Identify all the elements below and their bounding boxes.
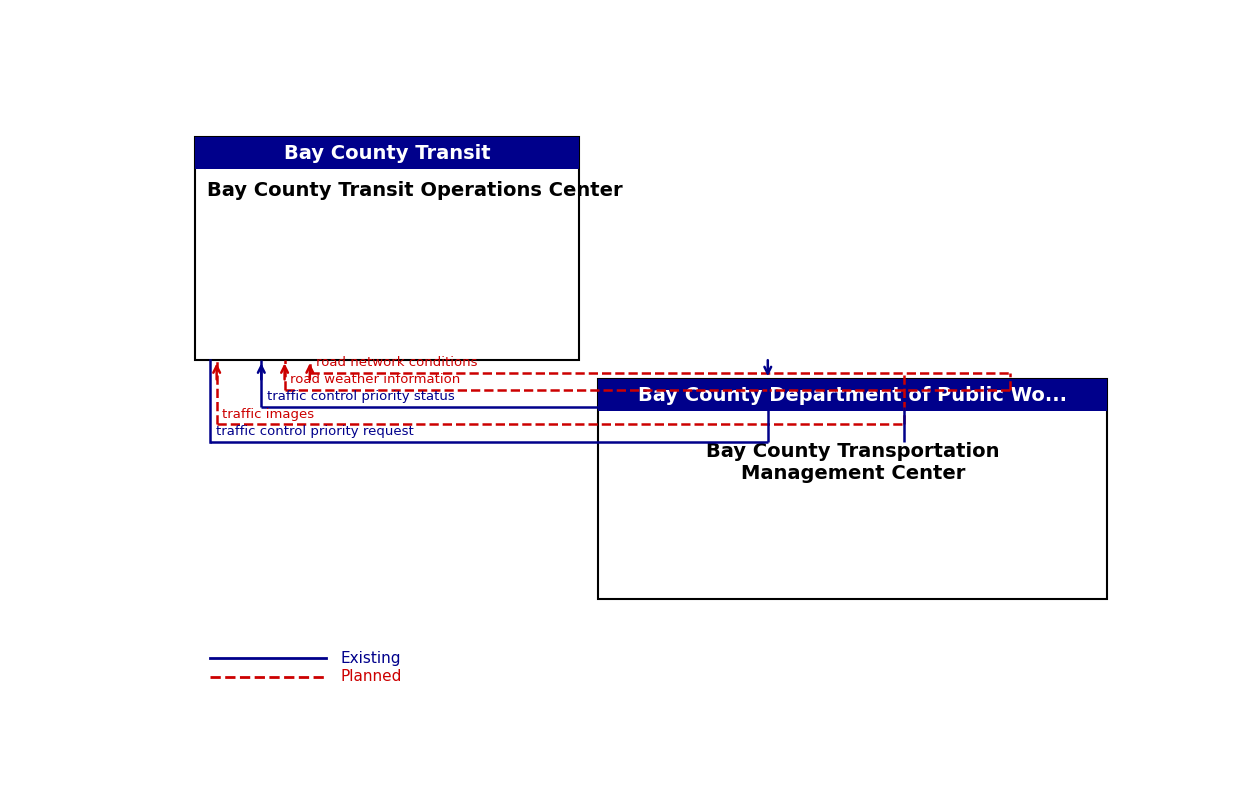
Text: Bay County Transportation
Management Center: Bay County Transportation Management Cen… (706, 442, 999, 484)
Text: traffic images: traffic images (223, 408, 314, 421)
Text: Bay County Department of Public Wo...: Bay County Department of Public Wo... (639, 386, 1067, 405)
Text: Bay County Transit: Bay County Transit (284, 143, 491, 163)
Bar (598, 379, 1107, 600)
Text: traffic control priority status: traffic control priority status (267, 390, 454, 403)
Bar (195, 137, 578, 360)
Text: traffic control priority request: traffic control priority request (215, 425, 413, 438)
Text: road weather information: road weather information (290, 373, 461, 386)
Text: Planned: Planned (341, 670, 402, 684)
Text: Existing: Existing (341, 651, 402, 666)
Text: road network conditions: road network conditions (316, 356, 477, 369)
Text: Bay County Transit Operations Center: Bay County Transit Operations Center (207, 181, 622, 200)
Bar (195, 137, 578, 169)
Bar (598, 379, 1107, 411)
